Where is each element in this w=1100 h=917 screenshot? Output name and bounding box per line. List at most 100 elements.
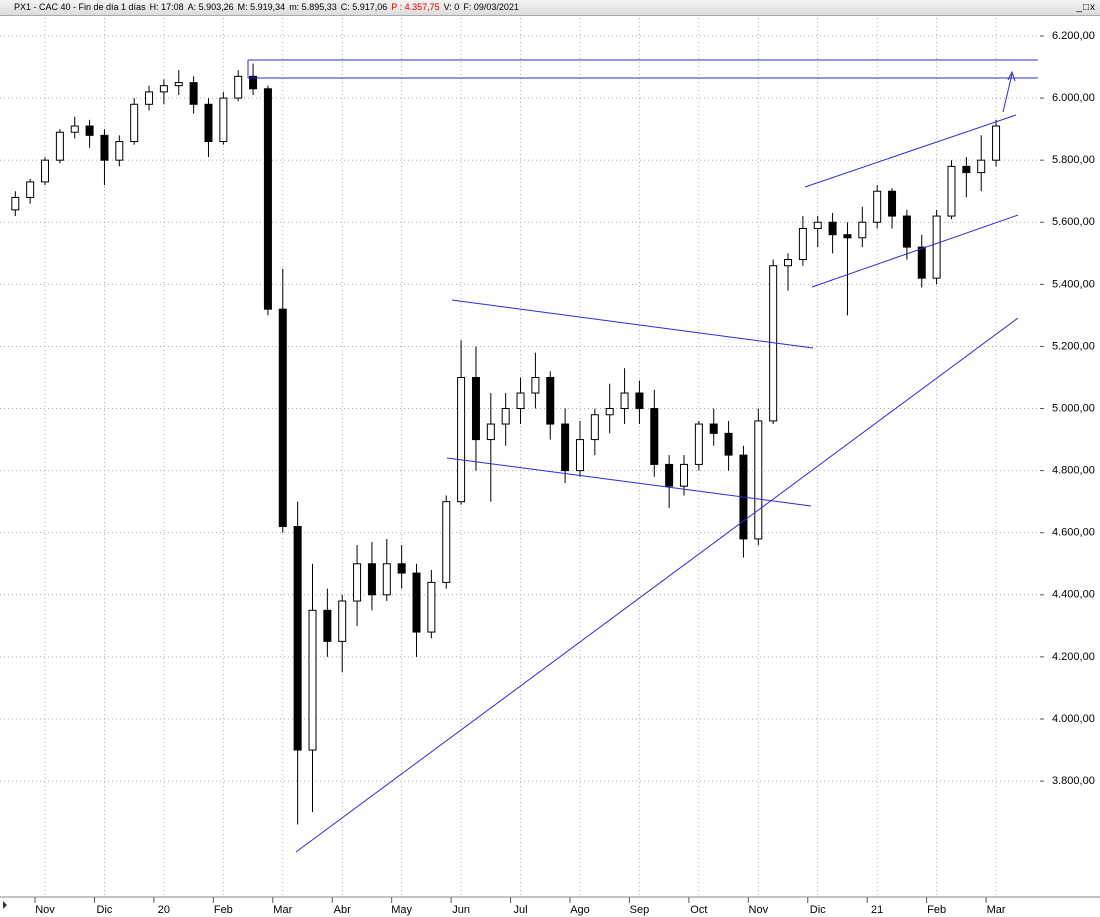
y-tick-label: 4.400,00 [1052,589,1095,601]
x-tick-label: Sep [630,904,650,916]
candle-body [457,376,466,503]
candle-body [367,563,376,596]
candle-body [219,97,228,143]
x-tick-label: Jul [514,904,528,916]
x-tick-label: 20 [158,904,170,916]
candle-body [382,563,391,596]
y-tick-label: 4.200,00 [1052,651,1095,663]
candle-body [694,423,703,465]
y-tick-label: 5.800,00 [1052,154,1095,166]
trendlines [247,59,1038,853]
candle-body [590,414,599,441]
candle-body [620,392,629,410]
x-tick-label: Feb [214,904,233,916]
candle-body [798,227,807,261]
header-field: C: 5.917,06 [340,2,388,12]
y-tick-label: 4.800,00 [1052,465,1095,477]
candle-body [635,392,644,410]
channel-top [451,299,814,349]
candle-body [115,141,124,161]
candle-body [204,103,213,143]
x-tick-label: Dic [97,904,113,916]
y-tick-label: 5.400,00 [1052,278,1095,290]
candle-body [308,609,317,751]
x-tick-label: Mar [987,904,1006,916]
candle-body [501,408,510,425]
candle-body [130,103,139,143]
candle-body [724,432,733,456]
arrow [1002,73,1013,113]
candle-body [902,215,911,248]
x-tick-label: Feb [927,904,946,916]
arrow-head [1007,70,1016,82]
title-bar: PX1 - CAC 40 - Fin de día 1 días H: 17:08… [0,0,1100,16]
candle-body [873,190,882,223]
candle-body [26,181,35,198]
candle-body [680,463,688,487]
y-tick-label: 4.600,00 [1052,527,1095,539]
scroll-arrow[interactable] [3,901,7,909]
x-tick-label: May [391,904,412,916]
y-tick-label: 5.600,00 [1052,216,1095,228]
candle-body [189,82,198,105]
candle-body [174,82,183,87]
header-field: H: 17:08 [149,2,184,12]
x-tick-label: Oct [690,904,707,916]
candle-body [41,159,50,183]
candle-body [323,609,332,642]
y-tick-label: 6.200,00 [1052,30,1095,42]
channel-top [804,114,1017,188]
candle-body [828,221,837,236]
y-tick-label: 5.200,00 [1052,340,1095,352]
candle-body [293,526,302,751]
header-field: V: 0 [443,2,460,12]
y-tick-label: 6.000,00 [1052,92,1095,104]
header-field: PX1 - CAC 40 - Fin de día 1 días [14,2,146,12]
header-field: M: 5.919,34 [237,2,286,12]
window-buttons[interactable]: _□x [1076,2,1096,13]
candle-body [754,420,763,540]
candle-body [70,125,79,133]
header-field: P : 4.357,75 [391,2,440,12]
background [0,16,1100,917]
candle-body [843,234,852,239]
y-tick-label: 5.000,00 [1052,402,1095,414]
candle-body [249,75,258,90]
support-line [295,317,1019,853]
candle-body [531,376,540,394]
y-tick-label: 4.000,00 [1052,713,1095,725]
x-tick-label: Jun [452,904,470,916]
x-tick-label: 21 [871,904,883,916]
candle-body [516,392,525,410]
x-tick-label: Nov [35,904,55,916]
candle-body [784,259,793,267]
candle-body [917,246,926,279]
header-field: m: 5.895,33 [289,2,337,12]
candle-body [665,463,674,487]
candle-body [471,376,480,441]
candle-body [650,408,659,465]
candle-body [234,75,243,99]
candle-body [397,563,406,574]
candle-body [338,600,347,642]
candle-body [813,221,822,229]
candle-body [353,563,362,602]
x-tick-label: Mar [273,904,292,916]
candle-body [605,408,614,416]
header-field: A: 5.903,26 [187,2,234,12]
x-tick-label: Abr [334,904,351,916]
candle-body [486,423,495,441]
candle-body [932,215,941,279]
candle-body [427,581,436,633]
candle-body [100,134,109,161]
channel-bottom [446,457,812,507]
candle-body [442,501,451,583]
candle-body [561,423,570,472]
candle-body [947,165,956,217]
x-tick-label: Ago [570,904,590,916]
candle-body [709,423,718,434]
candle-body [977,159,986,174]
candle-body [278,308,287,528]
